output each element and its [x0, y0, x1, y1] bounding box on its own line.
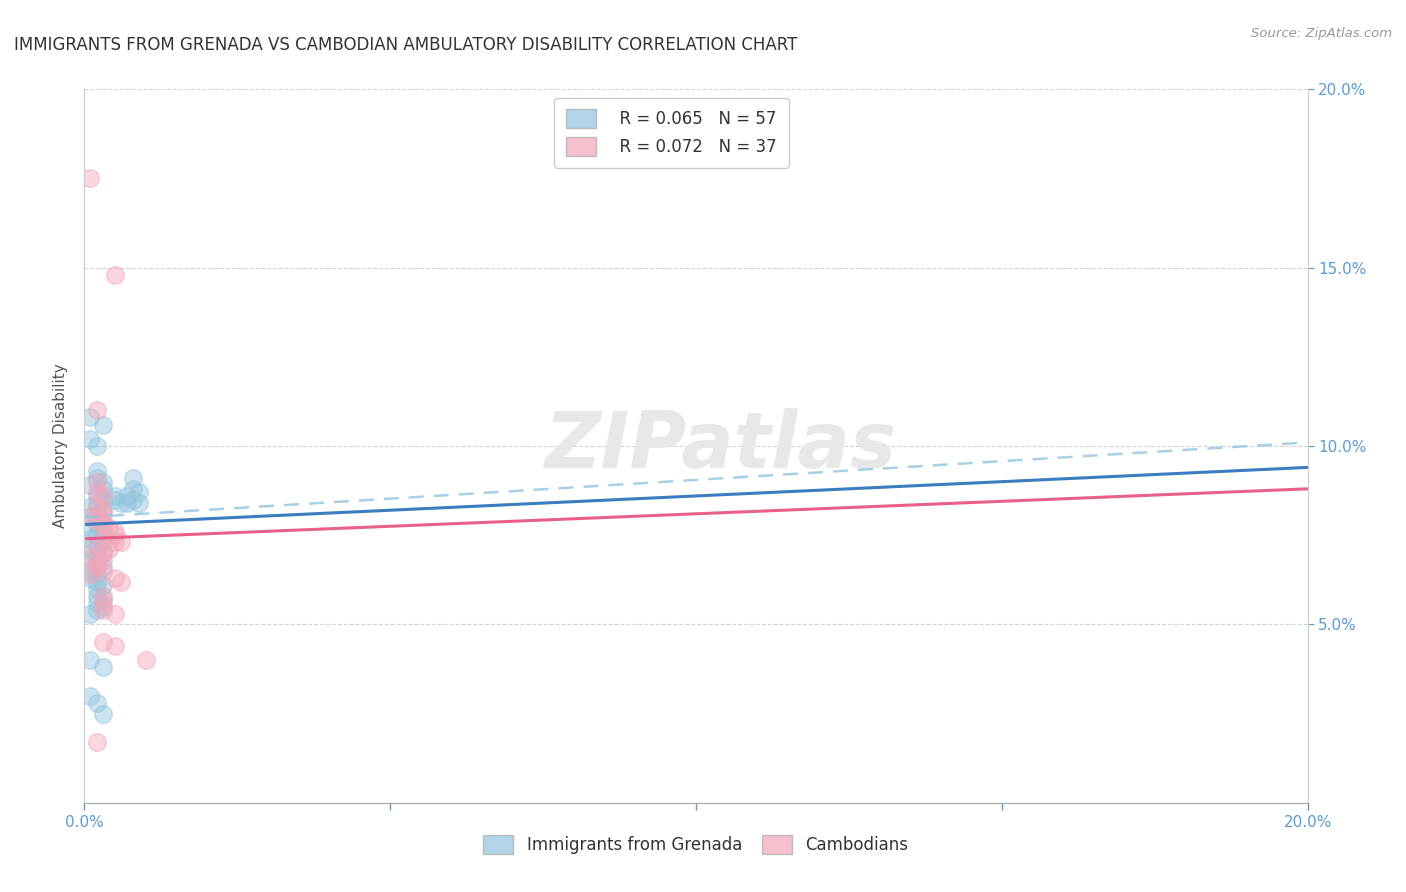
Point — [97, 542, 120, 557]
Point — [86, 517, 108, 532]
Point — [115, 496, 138, 510]
Point — [79, 653, 101, 667]
Point — [86, 528, 108, 542]
Point — [86, 439, 108, 453]
Point — [104, 524, 127, 539]
Point — [79, 571, 101, 585]
Point — [104, 489, 127, 503]
Point — [122, 492, 145, 507]
Point — [86, 539, 108, 553]
Point — [86, 574, 108, 589]
Point — [110, 496, 132, 510]
Point — [91, 706, 114, 721]
Point — [79, 521, 101, 535]
Point — [86, 589, 108, 603]
Point — [91, 475, 114, 489]
Point — [91, 578, 114, 592]
Point — [122, 471, 145, 485]
Point — [86, 582, 108, 596]
Point — [115, 489, 138, 503]
Point — [110, 535, 132, 549]
Point — [91, 489, 114, 503]
Point — [91, 603, 114, 617]
Point — [79, 542, 101, 557]
Point — [86, 464, 108, 478]
Point — [91, 535, 114, 549]
Point — [91, 596, 114, 610]
Point — [86, 471, 108, 485]
Point — [79, 553, 101, 567]
Point — [104, 607, 127, 621]
Point — [86, 596, 108, 610]
Point — [86, 485, 108, 500]
Point — [86, 560, 108, 574]
Point — [79, 510, 101, 524]
Point — [86, 514, 108, 528]
Point — [86, 403, 108, 417]
Point — [86, 549, 108, 564]
Point — [79, 607, 101, 621]
Legend: Immigrants from Grenada, Cambodians: Immigrants from Grenada, Cambodians — [472, 823, 920, 866]
Point — [86, 735, 108, 749]
Point — [86, 603, 108, 617]
Point — [91, 560, 114, 574]
Point — [86, 496, 108, 510]
Point — [91, 503, 114, 517]
Point — [79, 432, 101, 446]
Point — [91, 503, 114, 517]
Point — [91, 564, 114, 578]
Point — [104, 535, 127, 549]
Point — [79, 410, 101, 425]
Point — [104, 528, 127, 542]
Point — [110, 574, 132, 589]
Point — [128, 496, 150, 510]
Point — [91, 507, 114, 521]
Text: Source: ZipAtlas.com: Source: ZipAtlas.com — [1251, 27, 1392, 40]
Text: IMMIGRANTS FROM GRENADA VS CAMBODIAN AMBULATORY DISABILITY CORRELATION CHART: IMMIGRANTS FROM GRENADA VS CAMBODIAN AMB… — [14, 36, 797, 54]
Point — [91, 417, 114, 432]
Point — [86, 489, 108, 503]
Point — [79, 564, 101, 578]
Point — [86, 539, 108, 553]
Point — [86, 696, 108, 710]
Point — [79, 171, 101, 186]
Point — [91, 660, 114, 674]
Point — [91, 517, 114, 532]
Point — [79, 689, 101, 703]
Point — [79, 510, 101, 524]
Point — [79, 532, 101, 546]
Point — [104, 492, 127, 507]
Point — [91, 592, 114, 607]
Point — [86, 567, 108, 582]
Point — [91, 482, 114, 496]
Point — [122, 482, 145, 496]
Point — [86, 557, 108, 571]
Point — [91, 546, 114, 560]
Point — [104, 639, 127, 653]
Point — [91, 546, 114, 560]
Y-axis label: Ambulatory Disability: Ambulatory Disability — [53, 364, 69, 528]
Point — [86, 500, 108, 514]
Point — [86, 557, 108, 571]
Point — [104, 571, 127, 585]
Point — [79, 567, 101, 582]
Point — [91, 514, 114, 528]
Text: ZIPatlas: ZIPatlas — [544, 408, 897, 484]
Point — [91, 524, 114, 539]
Point — [79, 549, 101, 564]
Point — [104, 268, 127, 282]
Point — [86, 475, 108, 489]
Point — [91, 635, 114, 649]
Point — [135, 653, 157, 667]
Point — [86, 507, 108, 521]
Point — [91, 553, 114, 567]
Point — [79, 478, 101, 492]
Point — [91, 599, 114, 614]
Point — [97, 521, 120, 535]
Point — [91, 589, 114, 603]
Point — [91, 532, 114, 546]
Point — [91, 492, 114, 507]
Point — [79, 500, 101, 514]
Point — [128, 485, 150, 500]
